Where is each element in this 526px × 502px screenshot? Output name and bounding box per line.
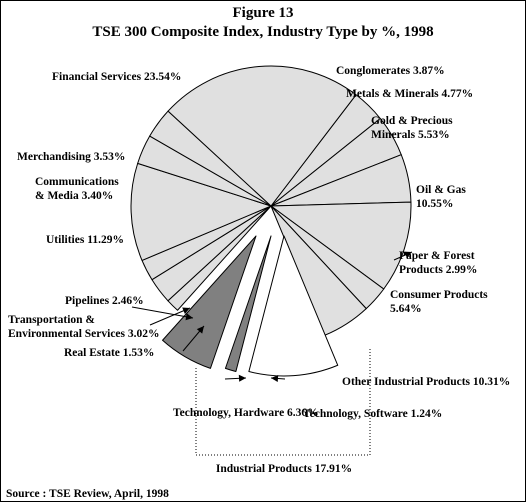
leader-arrowhead [196,326,204,334]
leader-line [149,307,191,326]
pie-slices [130,65,412,377]
slice-label: Technology, Hardware 6.36% [173,407,319,419]
leader-arrowhead [185,313,193,321]
slice-label: Gold & Precious Minerals 5.53% [371,115,453,141]
leader-line [131,306,194,319]
group-label: Industrial Products 17.91% [216,463,352,475]
slice-label: Financial Services 23.54% [52,71,181,83]
leader-arrowhead [238,374,246,382]
pie-slice-other-industrial-products [248,235,339,377]
leader-arrowhead [182,307,190,314]
slice-label: Merchandising 3.53% [17,151,125,163]
slice-label: Conglomerates 3.87% [336,65,445,77]
slice-label: Pipelines 2.46% [65,295,144,307]
slice-label: Paper & Forest Products 2.99% [399,250,477,276]
slice-label: Communications & Media 3.40% [35,176,119,202]
slice-label: Utilities 11.29% [46,234,124,246]
pie-slice-technology-software [224,235,272,373]
pie-slice-technology-hardware [162,235,257,369]
slice-label: Metals & Minerals 4.77% [346,88,473,100]
slice-label: Real Estate 1.53% [64,347,154,359]
source-note: Source : TSE Review, April, 1998 [6,488,169,500]
leader-arrowhead [404,251,412,258]
group-bracket [195,348,371,456]
slice-label: Technology, Software 1.24% [303,408,442,420]
leader-arrowhead [271,375,279,382]
leader-lines [131,251,413,382]
chart-subtitle: TSE 300 Composite Index, Industry Type b… [92,24,433,40]
slice-label: Other Industrial Products 10.31% [342,376,510,388]
slice-labels: Conglomerates 3.87% Metals & Minerals 4.7… [8,65,510,420]
slice-label: Transportation & Environmental Services 3… [8,314,160,340]
slice-label: Oil & Gas 10.55% [416,184,466,210]
pie-slice-oil-gas [270,201,412,290]
chart-title: Figure 13 [233,5,294,21]
pie-slice-utilities [130,162,272,261]
slice-label: Consumer Products 5.64% [390,289,488,315]
pie-slice-financial-services [167,65,357,207]
